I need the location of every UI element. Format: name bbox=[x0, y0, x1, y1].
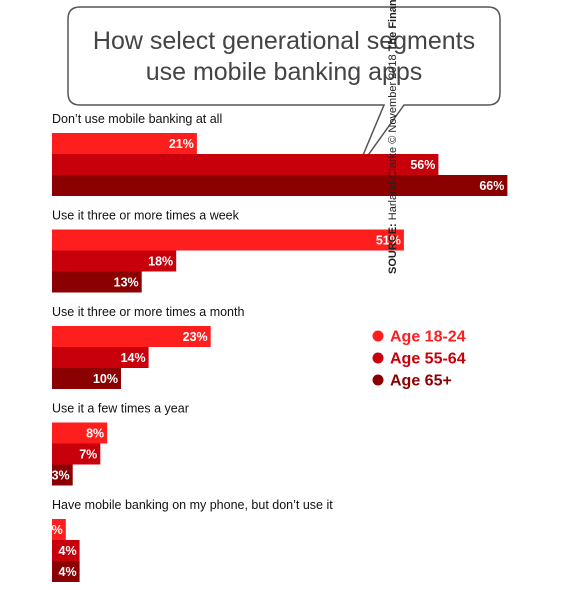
bar bbox=[52, 519, 66, 540]
legend-label: Age 18-24 bbox=[390, 329, 466, 346]
legend-marker bbox=[372, 330, 384, 342]
bar-value-label: 2% bbox=[45, 523, 63, 537]
legend-label: Age 55-64 bbox=[390, 351, 466, 368]
bar bbox=[52, 271, 142, 293]
chart-title-line-1: How select generational segments bbox=[93, 27, 475, 55]
source-prefix: SOURCE: bbox=[387, 223, 400, 274]
bar bbox=[52, 561, 80, 582]
category-label: Don’t use mobile banking at all bbox=[52, 112, 222, 126]
category-label: Have mobile banking on my phone, but don… bbox=[52, 498, 333, 512]
bar bbox=[52, 154, 439, 175]
bar-value-label: 23% bbox=[183, 330, 208, 344]
legend-marker bbox=[372, 352, 384, 364]
bar-value-label: 18% bbox=[148, 255, 173, 269]
bar bbox=[52, 133, 197, 154]
bar-value-label: 13% bbox=[114, 276, 139, 290]
bar-value-label: 10% bbox=[93, 372, 118, 386]
bar-value-label: 7% bbox=[79, 448, 97, 462]
bar bbox=[52, 250, 177, 272]
bar-value-label: 56% bbox=[410, 158, 435, 172]
bar-group: Use it three or more times a month 23% 14%… bbox=[52, 305, 244, 389]
category-label: Use it three or more times a week bbox=[52, 209, 240, 223]
bar-value-label: 14% bbox=[121, 351, 146, 365]
title-bubble: How select generational segments use mob… bbox=[67, 6, 501, 173]
source-text: Harland Clarke © November 2018 bbox=[387, 51, 400, 224]
bar bbox=[52, 464, 73, 486]
bar bbox=[52, 175, 508, 196]
chart-title-line-2: use mobile banking apps bbox=[146, 58, 423, 86]
bar bbox=[52, 540, 80, 561]
bar-value-label: 51% bbox=[376, 234, 401, 248]
bar-value-label: 66% bbox=[479, 179, 504, 193]
bar-value-label: 3% bbox=[52, 469, 70, 483]
bar bbox=[52, 326, 211, 347]
bar-value-label: 4% bbox=[59, 565, 77, 579]
bar bbox=[52, 229, 404, 251]
legend-marker bbox=[372, 374, 384, 386]
legend-label: Age 65+ bbox=[390, 373, 452, 390]
category-label: Use it three or more times a month bbox=[52, 305, 244, 319]
bar bbox=[52, 422, 108, 444]
bar bbox=[52, 368, 121, 389]
bar-group: Have mobile banking on my phone, but don… bbox=[45, 498, 333, 582]
bar-group: Don’t use mobile banking at all 21% 56% 66% bbox=[52, 112, 508, 196]
category-label: Use it a few times a year bbox=[52, 402, 189, 416]
bar bbox=[52, 347, 149, 368]
bar-value-label: 4% bbox=[59, 544, 77, 558]
bar-group: Use it a few times a year 8% 7% 3% bbox=[52, 402, 189, 486]
bar bbox=[52, 443, 101, 465]
source-brand: The Financial Brand bbox=[387, 0, 399, 51]
speech-bubble bbox=[67, 6, 501, 173]
bar-value-label: 21% bbox=[169, 137, 194, 151]
source-credit: SOURCE: Harland Clarke © November 2018 T… bbox=[387, 0, 399, 274]
bar-group: Use it three or more times a week 51% 18% 1… bbox=[52, 209, 404, 293]
legend: Age 18-24 Age 55-64 Age 65+ bbox=[372, 329, 466, 390]
bar-value-label: 8% bbox=[86, 427, 104, 441]
bar-groups: Don’t use mobile banking at all 21% 56% 66%… bbox=[45, 112, 508, 582]
